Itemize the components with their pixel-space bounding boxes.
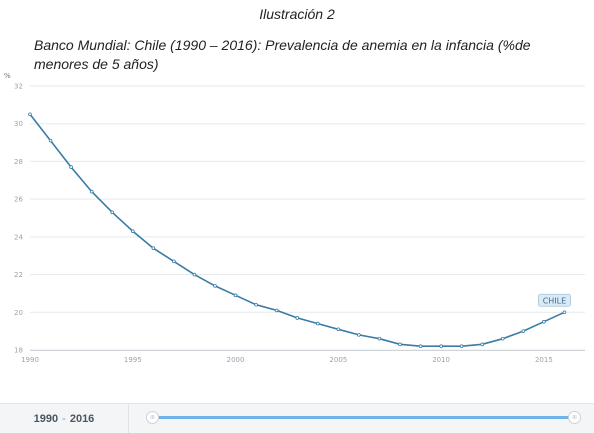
data-point (521, 329, 526, 333)
y-tick-label: 28 (14, 158, 23, 166)
figure-title: Banco Mundial: Chile (1990 – 2016): Prev… (34, 37, 531, 72)
data-point (69, 165, 73, 169)
data-point (151, 246, 156, 250)
data-point (172, 259, 176, 264)
y-axis-ticks: 18 20 22 24 26 28 30 32 (14, 83, 23, 355)
data-point (562, 310, 567, 315)
y-tick-label: 18 (14, 347, 23, 355)
y-tick-label: 20 (14, 309, 23, 317)
data-point (357, 333, 361, 337)
x-tick-label: 2005 (329, 356, 347, 364)
data-point (233, 293, 238, 298)
data-point (254, 302, 258, 307)
series-tag-label: CHILE (543, 296, 566, 305)
range-end: 2016 (69, 412, 95, 425)
data-point (89, 189, 94, 194)
series-line-chile (29, 113, 565, 347)
time-range-bar: 1990 - 2016 III III (0, 403, 594, 433)
data-point (377, 336, 382, 341)
grid-layer (30, 85, 585, 351)
y-axis-unit: % (4, 72, 11, 80)
range-start: 1990 (33, 412, 59, 425)
x-tick-label: 2010 (432, 356, 450, 364)
data-point (542, 319, 546, 324)
range-separator: - (62, 412, 66, 425)
series-tag[interactable]: CHILE (538, 293, 571, 307)
data-point (295, 316, 300, 320)
data-point (192, 272, 197, 277)
data-point (500, 336, 505, 341)
time-range-label: 1990 - 2016 (0, 404, 129, 433)
data-point (439, 344, 443, 349)
anemia-line-chart: 18 20 22 24 26 28 30 32 1990 1995 2000 2005 2010 201… (4, 72, 585, 364)
series-layer (28, 112, 567, 349)
data-point (274, 308, 279, 313)
data-point (110, 210, 115, 215)
slider-start-handle[interactable]: III (146, 411, 159, 424)
data-point (48, 138, 53, 143)
y-tick-label: 26 (14, 196, 23, 204)
y-tick-label: 30 (14, 120, 23, 128)
time-range-slider-track[interactable] (152, 416, 574, 419)
data-point (213, 284, 217, 288)
x-tick-label: 1990 (21, 356, 39, 364)
y-tick-label: 22 (14, 271, 23, 279)
y-tick-label: 32 (14, 83, 23, 91)
figure-number: Ilustración 2 (259, 6, 335, 22)
y-tick-label: 24 (14, 233, 23, 241)
data-point (28, 112, 32, 117)
data-point (398, 342, 402, 347)
series-tag-box (538, 293, 571, 307)
x-tick-label: 2015 (535, 356, 553, 364)
data-point (336, 327, 341, 332)
data-point (130, 229, 135, 234)
data-point (315, 321, 320, 326)
x-axis-ticks: 1990 1995 2000 2005 2010 2015 (21, 356, 553, 364)
data-point (480, 342, 485, 347)
data-point (418, 344, 423, 349)
slider-end-handle[interactable]: III (568, 411, 581, 424)
x-tick-label: 2000 (227, 356, 245, 364)
x-tick-label: 1995 (124, 356, 142, 364)
data-point (459, 344, 464, 349)
